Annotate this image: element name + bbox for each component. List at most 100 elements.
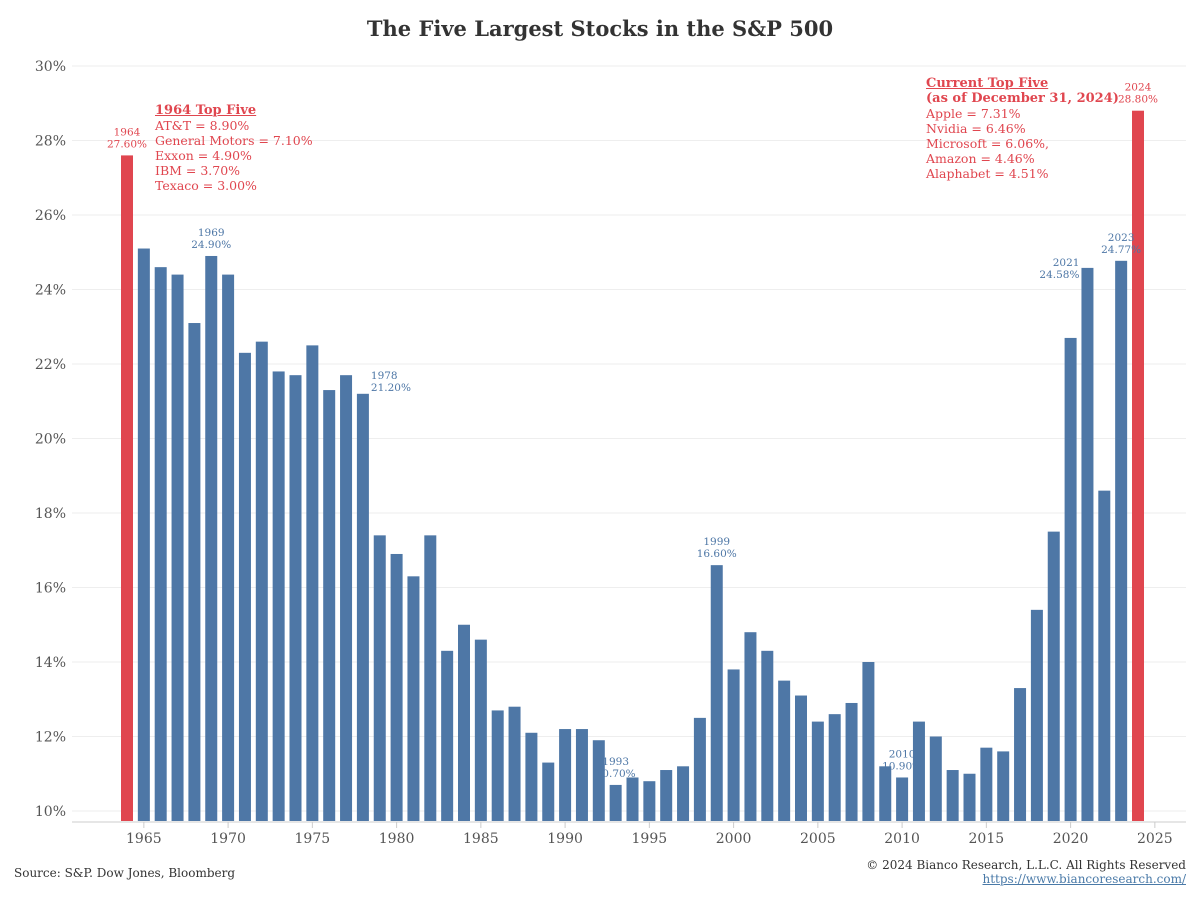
data-label-value: 24.77%	[1101, 244, 1141, 256]
y-tick-label: 14%	[35, 655, 66, 671]
data-label-value: 21.20%	[371, 382, 411, 394]
data-label-value: 24.90%	[191, 239, 231, 251]
bar-1964	[121, 155, 133, 821]
bar-1967	[171, 274, 184, 822]
bar-1987	[508, 706, 521, 821]
annotation-1964-header: 1964 Top Five	[155, 103, 257, 118]
bar-1974	[289, 375, 302, 821]
annotation-1964: 1964 Top Five AT&T = 8.90% General Motor…	[155, 103, 313, 193]
bar-1996	[660, 770, 673, 821]
bar-1977	[340, 375, 353, 821]
bar-1972	[255, 341, 268, 821]
annotation-current-header: Current Top Five	[926, 76, 1049, 91]
annotation-1964-line: General Motors = 7.10%	[155, 133, 313, 148]
x-tick-label: 1995	[632, 831, 668, 847]
bar-2014	[963, 773, 976, 821]
data-label-value: 16.60%	[697, 548, 737, 560]
bar-2013	[946, 770, 959, 821]
data-label-year: 2023	[1108, 232, 1135, 244]
bar-2019	[1047, 531, 1060, 821]
bar-1997	[677, 766, 690, 821]
data-label-value: 27.60%	[107, 138, 147, 150]
bar-2016	[997, 751, 1010, 821]
bar-1992	[592, 740, 605, 821]
y-tick-label: 26%	[35, 208, 66, 224]
data-label-value: 10.70%	[596, 768, 636, 780]
bar-2011	[912, 721, 925, 821]
bar-1978	[356, 393, 369, 821]
y-tick-label: 10%	[35, 804, 66, 820]
data-label-year: 2010	[889, 748, 916, 760]
bar-2023	[1115, 260, 1128, 821]
annotation-1964-line: AT&T = 8.90%	[155, 118, 250, 133]
data-label-year: 1999	[703, 536, 730, 548]
data-label-year: 1993	[602, 756, 629, 768]
data-label-year: 2021	[1053, 257, 1080, 269]
bar-1983	[441, 650, 454, 821]
bar-1989	[542, 762, 555, 821]
data-label-year: 1978	[371, 370, 398, 382]
bar-1973	[272, 371, 285, 821]
copyright-note: © 2024 Bianco Research, L.L.C. All Right…	[866, 858, 1186, 872]
annotation-current-line: Nvidia = 6.46%	[926, 121, 1026, 136]
bar-2017	[1014, 688, 1027, 821]
bar-1975	[306, 345, 319, 821]
bar-1995	[643, 781, 656, 821]
annotation-1964-line: Exxon = 4.90%	[155, 148, 252, 163]
x-tick-label: 1985	[463, 831, 499, 847]
bar-2008	[862, 662, 875, 821]
annotation-current-subheader: (as of December 31, 2024)	[926, 91, 1119, 106]
bar-1979	[373, 535, 386, 821]
x-tick-label: 2010	[884, 831, 920, 847]
x-tick-label: 1980	[379, 831, 415, 847]
bar-1985	[474, 639, 487, 821]
bar-2024	[1132, 110, 1144, 821]
annotation-current-line: Apple = 7.31%	[926, 106, 1021, 121]
bar-1990	[559, 729, 572, 821]
x-tick-label: 2025	[1137, 831, 1173, 847]
bar-2018	[1030, 609, 1043, 821]
bar-1999	[710, 565, 723, 821]
bar-1965	[137, 248, 150, 821]
bar-1986	[491, 710, 504, 821]
bar-1971	[238, 352, 251, 821]
bar-1968	[188, 323, 201, 821]
data-label-year: 2024	[1125, 82, 1152, 94]
x-tick-label: 1970	[210, 831, 246, 847]
bar-2020	[1064, 337, 1077, 821]
x-tick-label: 1990	[547, 831, 583, 847]
annotation-current-line: Microsoft = 6.06%,	[926, 136, 1049, 151]
bar-1980	[390, 553, 403, 821]
bar-1988	[525, 732, 538, 821]
x-tick-label: 2005	[800, 831, 836, 847]
annotation-1964-line: Texaco = 3.00%	[155, 178, 257, 193]
x-tick-label: 2000	[716, 831, 752, 847]
data-label-value: 10.90%	[882, 760, 922, 772]
bar-1984	[458, 624, 470, 821]
annotation-current-line: Amazon = 4.46%	[926, 151, 1035, 166]
annotation-1964-line: IBM = 3.70%	[155, 163, 241, 178]
bar-2015	[980, 747, 993, 821]
bar-2006	[828, 714, 841, 821]
bar-1981	[407, 576, 420, 821]
bar-2022	[1098, 490, 1111, 821]
data-label-year: 1964	[114, 126, 141, 138]
data-label-value: 24.58%	[1039, 269, 1079, 281]
bar-2003	[778, 680, 791, 821]
y-tick-label: 28%	[35, 134, 66, 150]
chart-title: The Five Largest Stocks in the S&P 500	[366, 16, 834, 41]
bar-1982	[424, 535, 437, 821]
x-tick-label: 1975	[295, 831, 331, 847]
annotation-current-line: Alaphabet = 4.51%	[926, 166, 1049, 181]
bar-1976	[323, 390, 336, 821]
y-tick-label: 12%	[35, 730, 66, 746]
bar-2002	[761, 650, 774, 821]
bar-2004	[795, 695, 807, 821]
website-link[interactable]: https://www.biancoresearch.com/	[982, 872, 1186, 886]
bar-2000	[727, 669, 740, 821]
data-label-year: 1969	[198, 227, 225, 239]
bar-1998	[693, 717, 706, 821]
bar-2001	[744, 632, 757, 821]
bar-2021	[1081, 267, 1094, 821]
